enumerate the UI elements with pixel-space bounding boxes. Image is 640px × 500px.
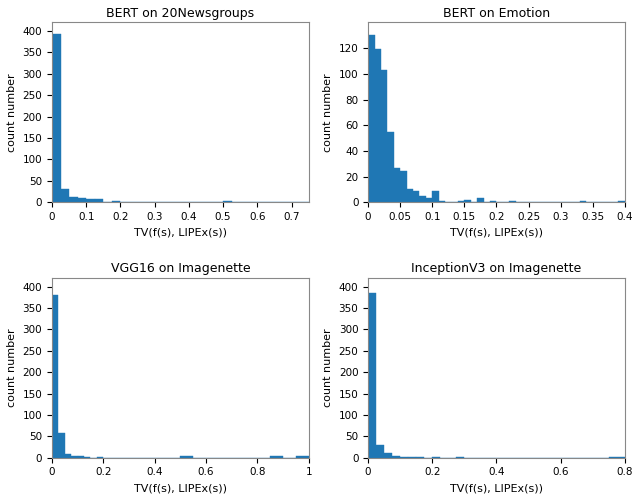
Bar: [490, 201, 497, 202]
Bar: [95, 199, 103, 202]
Bar: [296, 456, 308, 458]
Bar: [84, 457, 90, 458]
Bar: [392, 456, 400, 458]
Bar: [86, 199, 95, 202]
X-axis label: TV(f(s), LIPEx(s)): TV(f(s), LIPEx(s)): [450, 483, 543, 493]
Bar: [368, 36, 374, 202]
Y-axis label: count number: count number: [7, 73, 17, 152]
Bar: [270, 456, 283, 458]
Bar: [52, 34, 61, 202]
Bar: [77, 198, 86, 202]
Bar: [618, 201, 625, 202]
Title: BERT on Emotion: BERT on Emotion: [443, 7, 550, 20]
Bar: [465, 200, 471, 202]
Bar: [400, 172, 406, 202]
X-axis label: TV(f(s), LIPEx(s)): TV(f(s), LIPEx(s)): [134, 483, 227, 493]
Y-axis label: count number: count number: [323, 73, 333, 152]
Y-axis label: count number: count number: [323, 328, 333, 407]
Bar: [400, 457, 408, 458]
Bar: [426, 198, 432, 202]
Bar: [406, 190, 413, 202]
Bar: [61, 190, 69, 202]
Bar: [381, 70, 387, 202]
Bar: [580, 201, 586, 202]
Bar: [65, 454, 71, 458]
Bar: [384, 454, 392, 458]
Bar: [458, 201, 465, 202]
Bar: [394, 168, 400, 202]
Title: InceptionV3 on Imagenette: InceptionV3 on Imagenette: [412, 262, 582, 276]
Bar: [374, 50, 381, 202]
Bar: [432, 190, 438, 202]
Bar: [368, 293, 376, 458]
Title: BERT on 20Newsgroups: BERT on 20Newsgroups: [106, 7, 254, 20]
X-axis label: TV(f(s), LIPEx(s)): TV(f(s), LIPEx(s)): [450, 228, 543, 237]
Bar: [52, 295, 58, 458]
Bar: [71, 456, 77, 458]
Bar: [438, 201, 445, 202]
Bar: [509, 201, 516, 202]
Bar: [477, 198, 484, 202]
X-axis label: TV(f(s), LIPEx(s)): TV(f(s), LIPEx(s)): [134, 228, 227, 237]
Bar: [69, 197, 77, 202]
Bar: [376, 445, 384, 458]
Title: VGG16 on Imagenette: VGG16 on Imagenette: [111, 262, 250, 276]
Bar: [77, 456, 84, 458]
Y-axis label: count number: count number: [7, 328, 17, 407]
Bar: [180, 456, 193, 458]
Bar: [387, 132, 394, 202]
Bar: [58, 434, 65, 458]
Bar: [413, 190, 419, 202]
Bar: [419, 196, 426, 202]
